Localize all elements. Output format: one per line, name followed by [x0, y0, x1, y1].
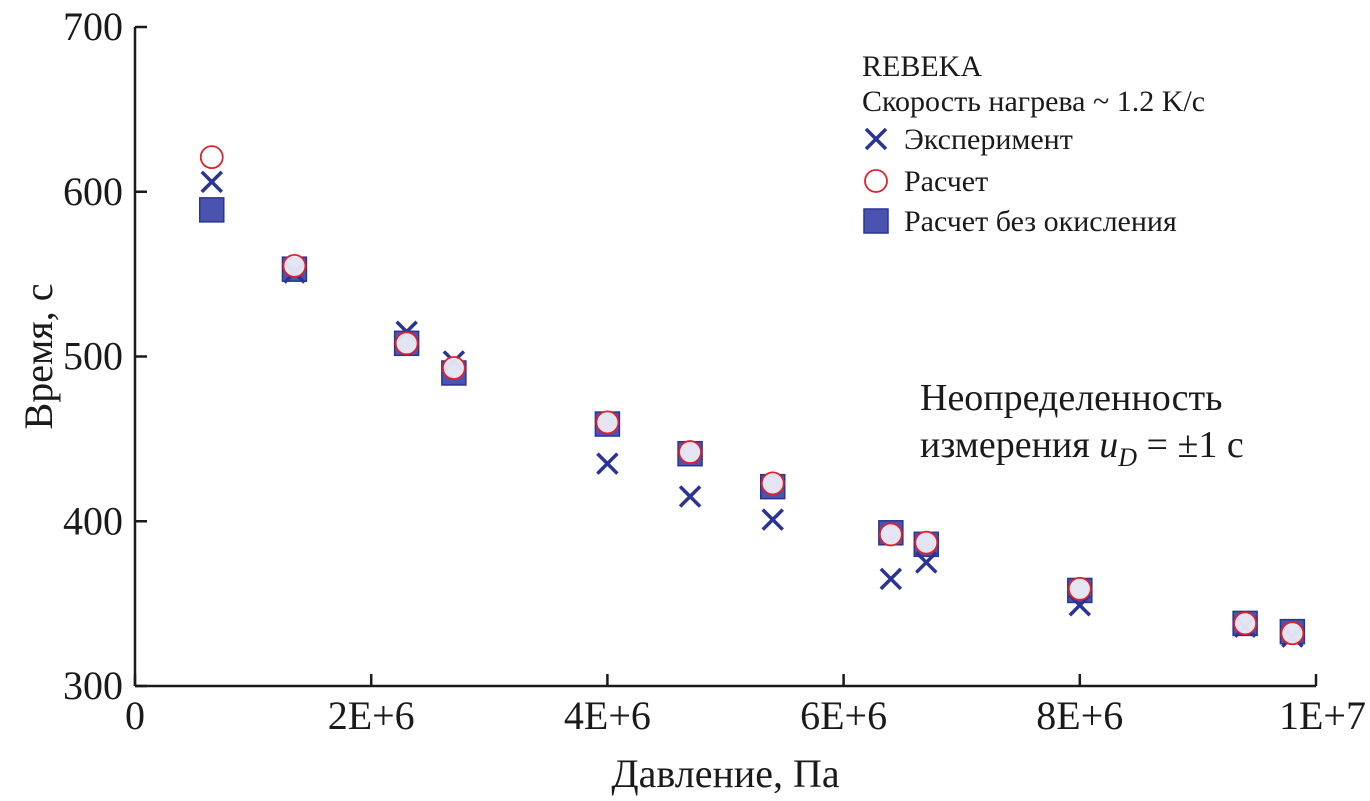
- data-point-circle: [678, 440, 702, 464]
- y-ticks: 300 400 500 600 700: [63, 4, 147, 708]
- annotation-subscript: D: [1117, 443, 1137, 472]
- data-point-circle: [199, 145, 224, 170]
- data-point-circle: [878, 522, 903, 547]
- data-point-x-stroke-b: [678, 485, 702, 508]
- data-point-circle: [1280, 621, 1305, 646]
- legend-marker-x: [864, 127, 888, 151]
- y-axis-label: Время, с: [16, 284, 61, 430]
- legend: REBEKA Скорость нагрева ~ 1.2 K/c Экспер…: [862, 50, 1205, 238]
- y-tick-label: 500: [63, 334, 123, 379]
- annotation-line-2: измерения uD = ±1 с: [920, 424, 1244, 472]
- annotation-prefix: измерения: [920, 424, 1099, 466]
- legend-subtitle: Скорость нагрева ~ 1.2 K/c: [862, 85, 1205, 118]
- data-point-circle: [1233, 611, 1258, 636]
- x-tick-label: 2E+6: [328, 693, 415, 738]
- data-point-x: [761, 508, 784, 531]
- uncertainty-annotation: Неопределенность измерения uD = ±1 с: [920, 377, 1244, 472]
- annotation-line-1: Неопределенность: [920, 377, 1222, 419]
- y-tick-label: 600: [63, 169, 123, 214]
- data-point-x-stroke-b: [596, 452, 619, 475]
- legend-title: REBEKA: [862, 50, 982, 83]
- annotation-suffix: = ±1 с: [1137, 424, 1244, 466]
- x-tick-label: 4E+6: [564, 693, 651, 738]
- legend-label: Расчет: [904, 165, 988, 198]
- x-tick-label: 6E+6: [800, 693, 887, 738]
- legend-label: Расчет без окисления: [904, 205, 1177, 238]
- data-point-x: [596, 452, 619, 475]
- data-point-circle: [1067, 576, 1092, 601]
- series-square: [199, 197, 1306, 645]
- legend-marker-x-stroke-b: [864, 127, 888, 151]
- data-point-x: [678, 485, 702, 508]
- data-point-circle: [595, 410, 620, 435]
- legend-entry: Эксперимент: [864, 123, 1073, 156]
- data-point-x-stroke-b: [879, 567, 903, 591]
- y-tick-label: 400: [63, 498, 123, 543]
- annotation-symbol: u: [1099, 424, 1118, 466]
- data-point-x: [200, 170, 224, 194]
- data-point-circle: [394, 331, 419, 356]
- y-tick-label: 300: [63, 663, 123, 708]
- data-point-x-stroke-b: [915, 551, 938, 574]
- data-point-circle: [282, 253, 307, 278]
- data-point-circle: [914, 530, 939, 555]
- axes: [133, 27, 1316, 688]
- legend-entry: Расчет без окисления: [863, 205, 1177, 238]
- data-point-circle: [760, 471, 785, 496]
- x-tick-label: 0: [125, 693, 145, 738]
- x-ticks: 0 2E+6 4E+6 6E+6 8E+6 1E+7: [125, 674, 1366, 738]
- y-tick-label: 700: [63, 4, 123, 49]
- legend-entry: Расчет: [864, 165, 988, 198]
- data-point-x: [879, 567, 903, 591]
- data-point-circle: [441, 356, 466, 380]
- data-point-x-stroke-b: [761, 508, 784, 531]
- data-point-x: [915, 551, 938, 574]
- legend-entries: Эксперимент Расчет Расчет без окисления: [863, 123, 1177, 238]
- legend-marker-square: [863, 208, 889, 234]
- x-tick-label: 1E+7: [1279, 693, 1366, 738]
- data-point-square: [199, 197, 225, 223]
- legend-label: Эксперимент: [904, 123, 1073, 156]
- x-axis-label: Давление, Па: [611, 751, 840, 796]
- data-points: [199, 145, 1306, 648]
- series-circle: [199, 145, 1305, 646]
- data-point-x-stroke-b: [200, 170, 224, 194]
- legend-marker-circle: [864, 169, 888, 193]
- x-tick-label: 8E+6: [1036, 693, 1123, 738]
